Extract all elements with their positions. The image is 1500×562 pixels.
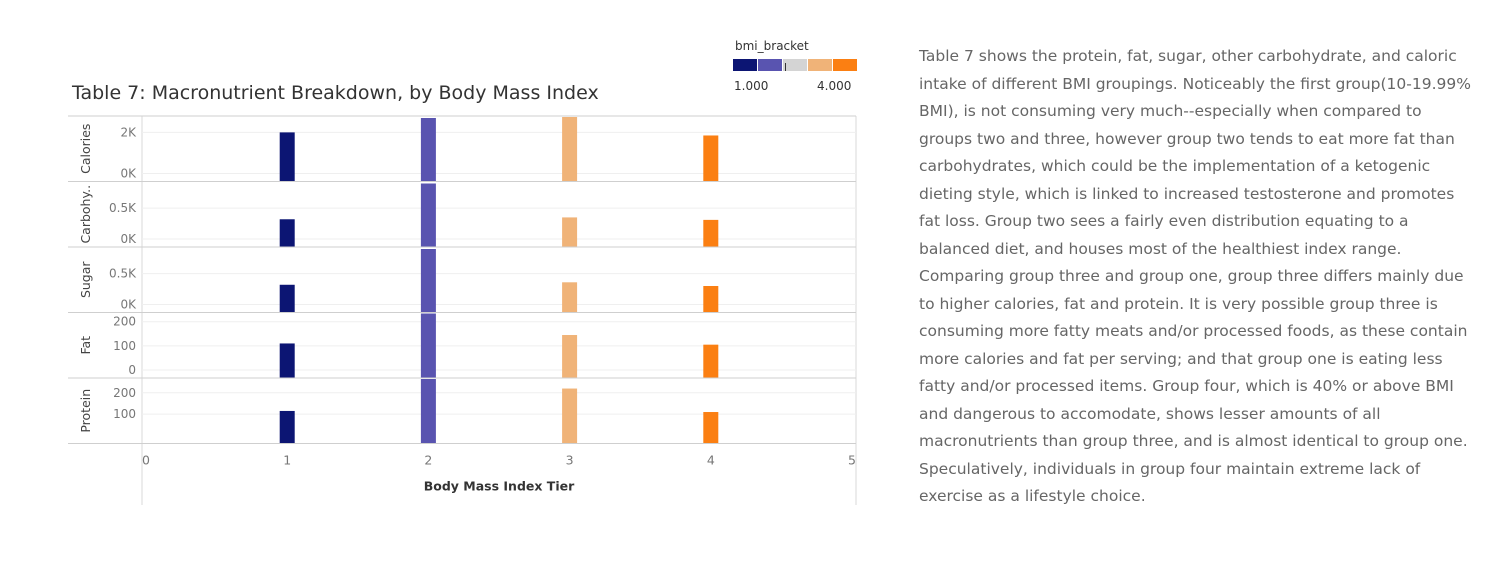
x-axis-label: Body Mass Index Tier — [424, 479, 575, 494]
y-tick-label: 0.5K — [109, 201, 137, 215]
bar-calories-3 — [562, 117, 578, 182]
bar-carbohy-2 — [420, 183, 436, 247]
bar-calories-1 — [279, 132, 295, 182]
bar-carbohy-4 — [703, 219, 719, 247]
bar-protein-3 — [562, 388, 578, 444]
bar-fat-2 — [420, 313, 436, 378]
row-label: Carbohy.. — [78, 185, 93, 244]
description-text: Table 7 shows the protein, fat, sugar, o… — [919, 47, 1471, 505]
row-label: Calories — [78, 124, 93, 174]
legend-max-label: 4.000 — [817, 79, 852, 93]
description-panel: Table 7 shows the protein, fat, sugar, o… — [919, 43, 1479, 511]
legend-swatch — [733, 59, 757, 71]
bar-sugar-1 — [279, 284, 295, 313]
y-tick-label: 0K — [120, 298, 137, 312]
bar-carbohy-1 — [279, 219, 295, 247]
legend-title: bmi_bracket — [735, 39, 809, 53]
y-tick-label: 200 — [113, 386, 136, 400]
x-tick-label: 1 — [283, 453, 291, 468]
y-tick-label: 0 — [128, 363, 136, 377]
x-tick-label: 4 — [707, 453, 715, 468]
bar-calories-4 — [703, 135, 719, 182]
bar-sugar-2 — [420, 249, 436, 313]
y-tick-label: 200 — [113, 315, 136, 329]
row-label: Protein — [78, 389, 93, 433]
x-tick-label: 2 — [424, 453, 432, 468]
x-tick-label: 3 — [566, 453, 574, 468]
bar-sugar-3 — [562, 282, 578, 313]
row-label: Sugar — [78, 261, 93, 298]
y-tick-label: 0K — [120, 167, 137, 181]
legend-swatch — [833, 59, 857, 71]
y-tick-label: 0K — [120, 232, 137, 246]
bar-calories-2 — [420, 118, 436, 182]
bar-protein-1 — [279, 410, 295, 444]
row-label: Fat — [78, 336, 93, 355]
x-tick-label: 5 — [848, 453, 856, 468]
legend-swatch — [783, 59, 807, 71]
legend-min-label: 1.000 — [734, 79, 769, 93]
legend-swatch — [758, 59, 782, 71]
bar-carbohy-3 — [562, 217, 578, 247]
bar-fat-1 — [279, 343, 295, 378]
chart-canvas: 0K 2K Calories 0K 0.5K Carbohy.. 0K 0.5K Sugar 0 1… — [68, 59, 857, 505]
y-tick-label: 2K — [120, 125, 137, 139]
bar-fat-4 — [703, 344, 719, 378]
legend-swatch — [808, 59, 832, 71]
bar-fat-3 — [562, 335, 578, 378]
y-tick-label: 100 — [113, 407, 136, 421]
chart-title: Table 7: Macronutrient Breakdown, by Bod… — [72, 82, 599, 104]
bar-protein-4 — [703, 412, 719, 444]
x-tick-label: 0 — [142, 453, 150, 468]
bar-protein-2 — [420, 379, 436, 444]
y-tick-label: 0.5K — [109, 267, 137, 281]
bar-sugar-4 — [703, 286, 719, 313]
y-tick-label: 100 — [113, 339, 136, 353]
